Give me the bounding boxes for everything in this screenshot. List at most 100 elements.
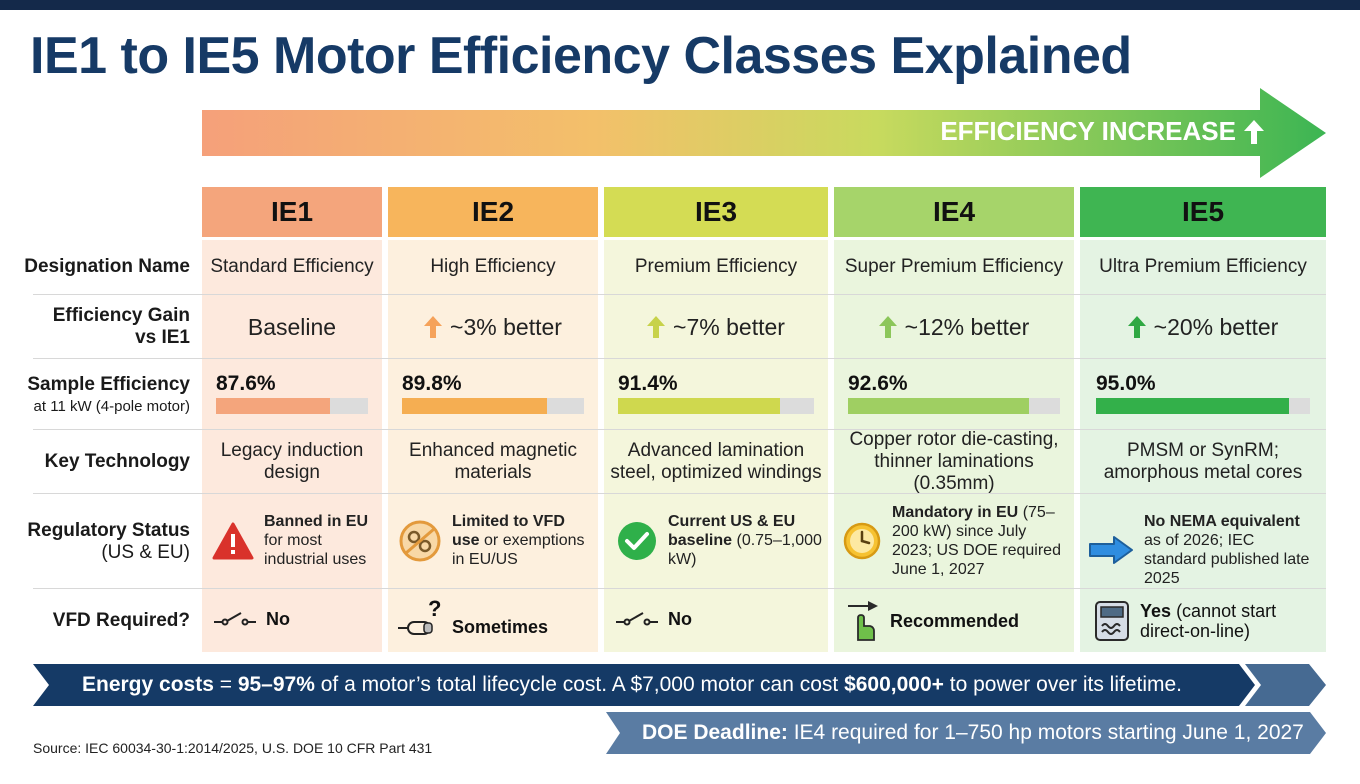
efficiency-bar-fill <box>1096 398 1289 414</box>
designation-ie3: Premium Efficiency <box>634 256 798 277</box>
question-plug-icon: ? <box>398 596 441 635</box>
arrow-right-icon <box>1089 536 1133 564</box>
efficiency-bar-ie1 <box>216 398 368 414</box>
row-divider <box>33 429 1326 430</box>
banner-text: = <box>213 673 238 696</box>
row-label-sample: Sample Efficiency at 11 kW (4-pole motor… <box>14 374 190 418</box>
banner-bold: Energy costs <box>82 673 214 696</box>
svg-text:?: ? <box>428 596 441 621</box>
row-label-text: Key Technology <box>44 451 190 472</box>
sample-pct-ie3: 91.4% <box>618 372 678 395</box>
designation-ie4: Super Premium Efficiency <box>844 256 1064 277</box>
check-circle-icon <box>618 521 656 560</box>
row-label-text: Regulatory Status <box>27 520 190 541</box>
row-label-regulatory: Regulatory Status (US & EU) <box>14 520 190 564</box>
status-bold: No NEMA equivalent <box>1144 513 1300 530</box>
status-rest: for most industrial uses <box>264 532 367 568</box>
efficiency-increase-arrow <box>202 88 1326 178</box>
status-rest: or exemptions in EU/US <box>452 532 585 568</box>
class-header-ie3: IE3 <box>604 187 828 237</box>
switch-icon <box>214 612 256 626</box>
class-header-ie5: IE5 <box>1080 187 1326 237</box>
doe-deadline-text: DOE Deadline: IE4 required for 1–750 hp … <box>642 721 1304 745</box>
sample-pct-ie5: 95.0% <box>1096 372 1156 395</box>
tech-line: materials <box>454 462 532 483</box>
class-header-ie1: IE1 <box>202 187 382 237</box>
banner-bold: 95–97% <box>237 673 315 696</box>
up-arrow-icon <box>1127 316 1146 338</box>
regulatory-ie3: Current US & EU baseline (0.75–1,000 kW) <box>616 512 822 569</box>
tech-line: PMSM or SynRM; <box>1126 440 1279 461</box>
gain-text: ~12% better <box>904 314 1030 340</box>
gain-ie2: ~3% better <box>388 305 598 349</box>
vfd-value: Sometimes <box>452 617 549 637</box>
tech-line: Legacy induction <box>220 440 364 461</box>
technology-ie4: Copper rotor die-casting, thinner laminat… <box>834 429 1074 494</box>
efficiency-bar-fill <box>402 398 547 414</box>
gain-text: Baseline <box>247 314 337 340</box>
efficiency-label-text: EFFICIENCY INCREASE <box>940 116 1236 146</box>
vfd-value: Recommended <box>890 611 1020 631</box>
row-label-gain: Efficiency Gain vs IE1 <box>14 305 190 349</box>
column-bg-ie3 <box>604 240 828 652</box>
gain-ie3: ~7% better <box>604 305 828 349</box>
row-label-vfd: VFD Required? <box>14 610 190 632</box>
page-title: IE1 to IE5 Motor Efficiency Classes Expl… <box>30 27 1132 85</box>
efficiency-bar-fill <box>216 398 331 414</box>
row-divider <box>33 294 1326 295</box>
regulatory-ie1: Banned in EU for most industrial uses <box>212 512 378 569</box>
row-label-text: Designation Name <box>24 256 190 277</box>
up-arrow-icon <box>878 316 897 338</box>
status-rest: (75–200 kW) since July 2023; US DOE requ… <box>892 504 1061 578</box>
vfd-value: No <box>668 609 692 629</box>
tech-line: amorphous metal cores <box>1103 462 1303 483</box>
efficiency-bar-ie5 <box>1096 398 1310 414</box>
technology-ie1: Legacy induction design <box>202 438 382 486</box>
row-divider <box>33 358 1326 359</box>
gain-text: ~20% better <box>1153 314 1279 340</box>
tech-line: design <box>263 462 320 483</box>
row-label-text: VFD Required? <box>52 610 190 631</box>
designation-ie2: High Efficiency <box>430 256 556 277</box>
regulatory-ie5: No NEMA equivalent as of 2026; IEC stand… <box>1088 512 1320 588</box>
vfd-value: No <box>266 609 290 629</box>
status-bold: Limited to VFD use <box>452 513 565 549</box>
vfd-note: (cannot start direct-on-line) <box>1140 601 1277 641</box>
gain-text: ~3% better <box>450 314 562 340</box>
row-divider <box>33 493 1326 494</box>
row-label-subtext: (US & EU) <box>101 542 190 563</box>
vfd-ie1: No <box>214 609 290 629</box>
restricted-gear-icon <box>399 520 441 561</box>
vfd-ie4: Recommended <box>846 600 1019 642</box>
banner-bold: DOE Deadline: <box>642 721 788 744</box>
sample-pct-ie4: 92.6% <box>848 372 908 395</box>
status-bold: Current US & EU baseline <box>668 513 796 549</box>
row-label-technology: Key Technology <box>14 451 190 473</box>
top-bar <box>0 0 1360 10</box>
tech-line: Enhanced magnetic <box>409 440 577 461</box>
regulatory-ie4: Mandatory in EU (75–200 kW) since July 2… <box>842 503 1068 579</box>
banner-text: of a motor’s total lifecycle cost. A $7,… <box>314 673 845 696</box>
drive-unit-icon <box>1095 601 1129 641</box>
technology-ie5: PMSM or SynRM; amorphous metal cores <box>1080 438 1326 486</box>
banner-bold: $600,000+ <box>844 673 944 696</box>
vfd-ie3: No <box>616 609 692 629</box>
tech-line: thinner laminations (0.35mm) <box>874 451 1034 494</box>
designation-ie1: Standard Efficiency <box>210 256 374 277</box>
row-label-designation: Designation Name <box>14 256 190 278</box>
doe-deadline-banner <box>606 712 1326 754</box>
row-label-text: Efficiency Gain <box>52 305 190 326</box>
designation-ie5: Ultra Premium Efficiency <box>1099 256 1307 277</box>
gain-ie5: ~20% better <box>1080 305 1326 349</box>
efficiency-bar-fill <box>848 398 1029 414</box>
status-rest: as of 2026; IEC standard published late … <box>1144 532 1310 587</box>
source-note: Source: IEC 60034-30-1:2014/2025, U.S. D… <box>33 740 433 756</box>
tech-line: steel, optimized windings <box>610 462 822 483</box>
column-bg-ie1 <box>202 240 382 652</box>
efficiency-bar-fill <box>618 398 781 414</box>
status-bold: Mandatory in EU <box>892 504 1019 521</box>
banner-text: IE4 required for 1–750 hp motors startin… <box>787 721 1304 744</box>
class-header-ie4: IE4 <box>834 187 1074 237</box>
tech-line: Advanced lamination <box>627 440 805 461</box>
status-bold: Banned in EU <box>264 513 369 530</box>
